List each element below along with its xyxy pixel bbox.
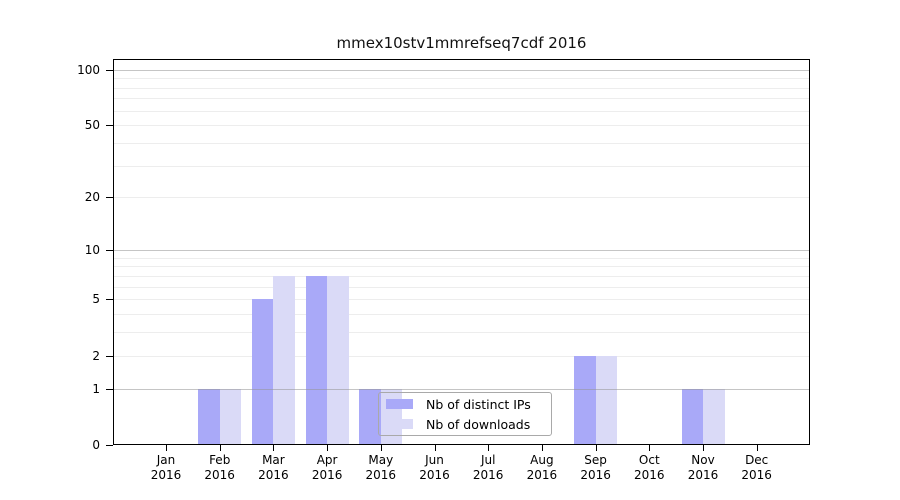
bar-distinct-ips (359, 388, 381, 444)
x-tick-label: Sep 2016 (580, 453, 611, 482)
x-tick-mark (649, 445, 651, 451)
gridline-minor (114, 314, 809, 316)
y-tick-mark (106, 197, 113, 199)
x-tick-mark (219, 445, 221, 451)
gridline-minor (114, 78, 809, 79)
x-tick-mark (488, 445, 490, 451)
x-tick-mark (703, 445, 704, 451)
chart-title: mmex10stv1mmrefseq7cdf 2016 (336, 34, 587, 52)
y-tick-label: 5 (92, 292, 100, 307)
y-tick-label: 20 (84, 190, 100, 205)
bar-distinct-ips (251, 299, 274, 444)
x-tick-label: Jun 2016 (419, 453, 450, 482)
bar-distinct-ips (574, 355, 596, 444)
x-tick-label: Feb 2016 (204, 453, 235, 482)
x-tick-label: May 2016 (365, 453, 397, 482)
x-tick-label: Dec 2016 (741, 453, 772, 482)
x-tick-label: Mar 2016 (258, 453, 289, 482)
y-tick-mark (106, 445, 113, 446)
gridline-minor (114, 286, 809, 288)
bar-downloads (595, 355, 618, 444)
legend-label-downloads: Nb of downloads (426, 416, 531, 432)
gridline-minor (114, 299, 809, 301)
y-tick-label: 1 (92, 381, 100, 396)
bar-downloads (219, 388, 242, 444)
legend: Nb of distinct IPs Nb of downloads (378, 392, 552, 436)
gridline-minor (114, 197, 809, 199)
legend-swatch-distinct-ips (386, 399, 413, 409)
x-tick-mark (541, 445, 543, 451)
x-tick-label: Aug 2016 (526, 453, 558, 482)
gridline-minor (114, 257, 809, 259)
gridline-minor (114, 266, 809, 268)
bar-distinct-ips (681, 388, 703, 444)
y-tick-mark (106, 299, 113, 301)
x-tick-mark (595, 445, 597, 451)
y-tick-mark (106, 125, 113, 127)
gridline-minor (114, 110, 809, 112)
gridline-minor (114, 87, 809, 89)
x-tick-label: Apr 2016 (311, 453, 343, 482)
y-tick-label: 10 (84, 242, 100, 257)
y-tick-mark (106, 388, 113, 390)
gridline-minor (114, 165, 809, 167)
x-tick-label: Jan 2016 (150, 453, 182, 482)
bar-distinct-ips (198, 388, 220, 444)
x-tick-mark (756, 445, 758, 451)
gridline-minor (114, 275, 809, 277)
y-tick-mark (106, 249, 113, 251)
x-tick-label: Oct 2016 (634, 453, 665, 482)
bar-downloads (327, 275, 349, 444)
bar-downloads (273, 275, 295, 444)
legend-item-downloads: Nb of downloads (386, 416, 551, 433)
gridline-minor (114, 332, 809, 334)
x-tick-label: Nov 2016 (687, 453, 719, 482)
x-tick-mark (327, 445, 329, 451)
y-tick-mark (106, 69, 113, 71)
x-tick-label: Jul 2016 (472, 453, 504, 482)
x-tick-mark (434, 445, 436, 451)
gridline-minor (114, 142, 809, 144)
x-tick-mark (166, 445, 167, 451)
gridline-minor (114, 125, 809, 127)
bar-distinct-ips (305, 275, 328, 444)
gridline-minor (114, 98, 809, 100)
x-tick-mark (273, 445, 275, 451)
y-tick-label: 2 (92, 348, 100, 363)
bar-downloads (703, 388, 725, 444)
gridline-major (114, 69, 809, 71)
y-tick-mark (106, 355, 113, 357)
plot-frame (113, 59, 810, 445)
y-tick-label: 50 (84, 118, 100, 133)
legend-label-distinct-ips: Nb of distinct IPs (426, 396, 531, 412)
x-tick-mark (380, 445, 382, 451)
gridline-major (114, 388, 809, 390)
y-tick-label: 100 (77, 62, 100, 77)
gridline-major (114, 249, 809, 251)
legend-item-distinct-ips: Nb of distinct IPs (386, 396, 551, 413)
gridline-minor (114, 355, 809, 357)
legend-swatch-downloads (386, 419, 413, 429)
y-tick-label: 0 (92, 438, 100, 452)
